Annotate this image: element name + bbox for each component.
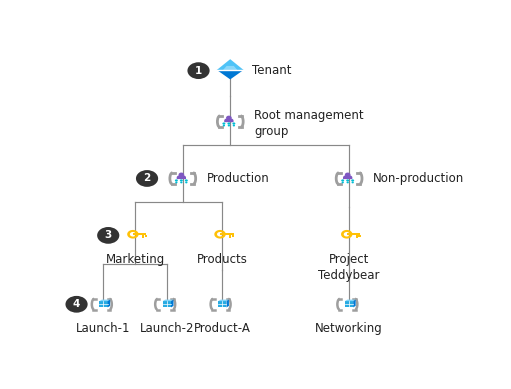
Polygon shape	[341, 230, 353, 238]
Polygon shape	[99, 301, 108, 307]
Circle shape	[345, 173, 351, 177]
Polygon shape	[162, 300, 174, 301]
Circle shape	[233, 125, 235, 126]
Text: Launch-1: Launch-1	[76, 322, 131, 335]
Circle shape	[226, 116, 231, 120]
Text: Non-production: Non-production	[373, 172, 464, 185]
Polygon shape	[108, 300, 110, 307]
Text: Products: Products	[197, 253, 248, 266]
Circle shape	[351, 179, 354, 182]
Text: Marketing: Marketing	[106, 253, 165, 266]
Text: Networking: Networking	[315, 322, 383, 335]
Polygon shape	[223, 66, 237, 70]
Circle shape	[188, 62, 210, 79]
Circle shape	[352, 182, 354, 183]
Polygon shape	[127, 230, 138, 238]
Polygon shape	[218, 301, 226, 307]
Circle shape	[227, 123, 230, 125]
Text: Tenant: Tenant	[252, 64, 291, 77]
Polygon shape	[162, 301, 171, 307]
Text: 3: 3	[105, 230, 112, 240]
Text: Launch-2: Launch-2	[140, 322, 194, 335]
Polygon shape	[214, 230, 226, 238]
Circle shape	[222, 123, 225, 125]
Circle shape	[175, 182, 177, 183]
Polygon shape	[226, 300, 229, 307]
Circle shape	[136, 170, 158, 187]
Polygon shape	[99, 300, 110, 301]
FancyBboxPatch shape	[232, 235, 234, 237]
Circle shape	[341, 182, 344, 183]
FancyBboxPatch shape	[142, 235, 144, 238]
Polygon shape	[217, 59, 244, 70]
Polygon shape	[353, 300, 356, 307]
Circle shape	[65, 296, 88, 313]
Circle shape	[180, 179, 183, 182]
Circle shape	[180, 182, 182, 183]
FancyBboxPatch shape	[133, 233, 147, 235]
Text: 2: 2	[144, 173, 151, 184]
FancyBboxPatch shape	[229, 235, 231, 238]
Text: Project
Teddybear: Project Teddybear	[318, 253, 380, 282]
Polygon shape	[345, 300, 356, 301]
Text: 1: 1	[195, 66, 202, 75]
Circle shape	[223, 125, 225, 126]
Circle shape	[233, 123, 236, 125]
Polygon shape	[343, 175, 353, 179]
Polygon shape	[224, 118, 234, 122]
Polygon shape	[177, 175, 186, 179]
Circle shape	[185, 179, 188, 182]
Circle shape	[228, 125, 230, 126]
Circle shape	[341, 179, 344, 182]
Circle shape	[346, 182, 349, 183]
FancyBboxPatch shape	[220, 233, 234, 235]
Text: 4: 4	[73, 299, 80, 309]
FancyBboxPatch shape	[356, 235, 358, 238]
FancyBboxPatch shape	[145, 235, 147, 237]
Circle shape	[346, 179, 349, 182]
Circle shape	[175, 179, 178, 182]
Polygon shape	[171, 300, 174, 307]
FancyBboxPatch shape	[347, 233, 360, 235]
Text: Root management
group: Root management group	[254, 109, 364, 138]
Polygon shape	[218, 300, 229, 301]
Circle shape	[178, 173, 184, 177]
Text: Production: Production	[206, 172, 269, 185]
Polygon shape	[217, 70, 244, 79]
Text: Product-A: Product-A	[194, 322, 251, 335]
Polygon shape	[345, 301, 353, 307]
Circle shape	[185, 182, 188, 183]
FancyBboxPatch shape	[359, 235, 361, 237]
Circle shape	[97, 227, 120, 244]
